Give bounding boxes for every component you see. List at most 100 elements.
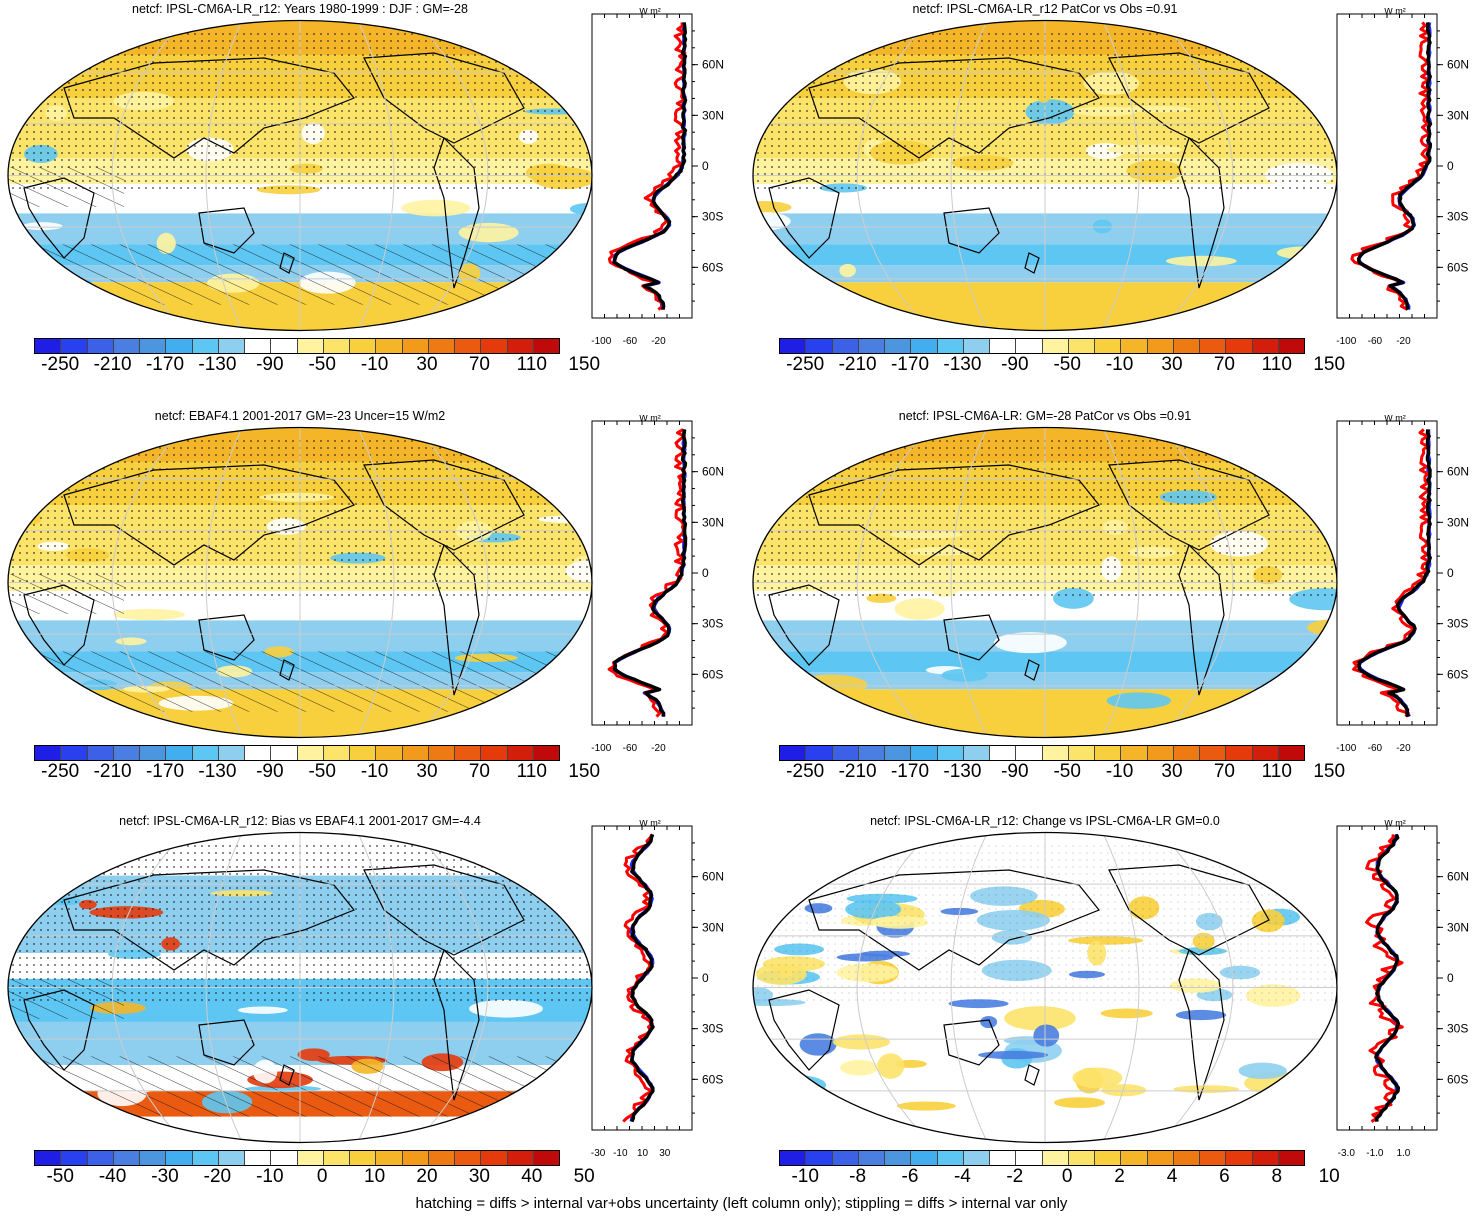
colorbar-swatch — [376, 746, 403, 760]
colorbar — [34, 338, 560, 354]
colorbar-swatch — [140, 339, 167, 353]
lat-label: 60N — [702, 465, 724, 479]
lat-label: 60N — [1447, 58, 1469, 72]
lat-label: 60S — [702, 260, 723, 274]
colorbar-label: -170 — [890, 354, 930, 375]
colorbar — [34, 745, 560, 761]
map-panel: netcf: IPSL-CM6A-LR_r12 PatCor vs Obs =0… — [745, 0, 1483, 405]
lat-label: 60S — [1447, 1072, 1468, 1086]
panel-title: netcf: IPSL-CM6A-LR: GM=-28 PatCor vs Ob… — [898, 409, 1192, 423]
colorbar-swatch — [1121, 746, 1148, 760]
zonal-mean-profile: 60N 30N 0 30S 60S W m² -3.0 -1.0 1.0 — [1336, 820, 1469, 1159]
colorbar-label: 0 — [316, 1166, 328, 1187]
colorbar-label: -10 — [360, 761, 389, 782]
colorbar-swatch — [376, 1151, 403, 1165]
colorbar-label: -210 — [93, 354, 132, 375]
colorbar-swatch — [455, 339, 482, 353]
colorbar-swatch — [507, 339, 534, 353]
colorbar-label: -210 — [838, 761, 877, 782]
colorbar — [34, 1150, 560, 1166]
colorbar-swatch — [140, 746, 167, 760]
colorbar-swatch — [428, 1151, 455, 1165]
colorbar-swatch — [1278, 746, 1304, 760]
colorbar-swatch — [87, 746, 114, 760]
colorbar-label: 110 — [516, 761, 547, 782]
colorbar-label: 30 — [1161, 761, 1183, 782]
colorbar-label: 150 — [1313, 761, 1346, 782]
lat-label: 30N — [1447, 108, 1469, 122]
colorbar-swatch — [806, 746, 833, 760]
colorbar-label: -10 — [360, 354, 389, 375]
colorbar-label: -90 — [256, 761, 284, 782]
colorbar-swatch — [428, 339, 455, 353]
colorbar-labels: -250 -210 -170 -130 -90 -50 -10 30 70 110 150 — [779, 761, 1345, 785]
profile-xtick: -100 — [591, 743, 611, 754]
footnote: hatching = diffs > internal var+obs unce… — [415, 1195, 1068, 1212]
colorbar-swatch — [350, 339, 377, 353]
world-map — [7, 426, 593, 739]
profile-xtick: -1.0 — [1366, 1148, 1384, 1159]
lat-label: 60N — [1447, 870, 1469, 884]
colorbar-label: 50 — [573, 1166, 595, 1187]
colorbar-label: -130 — [198, 354, 237, 375]
colorbar-swatch — [1068, 339, 1095, 353]
colorbar-swatch — [271, 1151, 298, 1165]
profile-xtick: 10 — [637, 1148, 649, 1159]
colorbar-label: 150 — [1313, 354, 1346, 375]
colorbar-label: -170 — [145, 761, 185, 782]
colorbar-label: -10 — [1105, 354, 1134, 375]
colorbar-swatch — [192, 1151, 219, 1165]
lat-label: 30S — [702, 1022, 723, 1036]
colorbar-swatch — [455, 1151, 482, 1165]
colorbar-swatch — [1200, 1151, 1227, 1165]
colorbar-swatch — [166, 746, 193, 760]
colorbar-swatch — [1095, 339, 1122, 353]
lat-label: 60S — [1447, 667, 1468, 681]
colorbar-swatch — [245, 1151, 272, 1165]
colorbar-label: -50 — [46, 1166, 74, 1187]
colorbar-label: 0 — [1061, 1166, 1073, 1187]
colorbar-swatch — [990, 746, 1017, 760]
colorbar-swatch — [113, 339, 140, 353]
profile-xtick: -100 — [1336, 743, 1356, 754]
colorbar-swatch — [166, 339, 193, 353]
world-map — [752, 426, 1338, 739]
colorbar-swatch — [832, 1151, 859, 1165]
colorbar-swatch — [481, 746, 508, 760]
colorbar-label: -90 — [1001, 354, 1029, 375]
colorbar-label: 150 — [568, 761, 601, 782]
colorbar-swatch — [113, 1151, 140, 1165]
colorbar-label: -30 — [151, 1166, 179, 1187]
colorbar-swatch — [533, 1151, 559, 1165]
colorbar-swatch — [1068, 1151, 1095, 1165]
colorbar-swatch — [507, 746, 534, 760]
colorbar-swatch — [61, 746, 88, 760]
world-map — [752, 19, 1338, 332]
world-map — [752, 831, 1338, 1144]
profile-xtick: -60 — [623, 743, 638, 754]
colorbar-swatch — [885, 746, 912, 760]
colorbar-label: -10 — [1105, 761, 1134, 782]
lat-label: 30N — [702, 108, 724, 122]
colorbar-label: -130 — [943, 761, 982, 782]
colorbar-swatch — [323, 1151, 350, 1165]
lat-label: 0 — [702, 159, 709, 173]
colorbar-label: -50 — [308, 761, 336, 782]
lat-label: 30N — [702, 920, 724, 934]
colorbar-swatch — [35, 339, 62, 353]
lat-label: 60N — [702, 870, 724, 884]
colorbar-label: -250 — [41, 761, 80, 782]
colorbar-swatch — [533, 746, 559, 760]
profile-xtick: -10 — [613, 1148, 628, 1159]
colorbar-label: 10 — [1318, 1166, 1340, 1187]
colorbar-label: 110 — [516, 354, 547, 375]
colorbar-swatch — [780, 746, 807, 760]
colorbar-swatch — [87, 339, 114, 353]
colorbar-swatch — [1226, 746, 1253, 760]
colorbar-label: -170 — [145, 354, 185, 375]
lat-label: 30S — [702, 210, 723, 224]
colorbar-label: -170 — [890, 761, 930, 782]
profile-xtick: -100 — [591, 336, 611, 347]
colorbar-swatch — [1278, 1151, 1304, 1165]
colorbar-swatch — [481, 339, 508, 353]
